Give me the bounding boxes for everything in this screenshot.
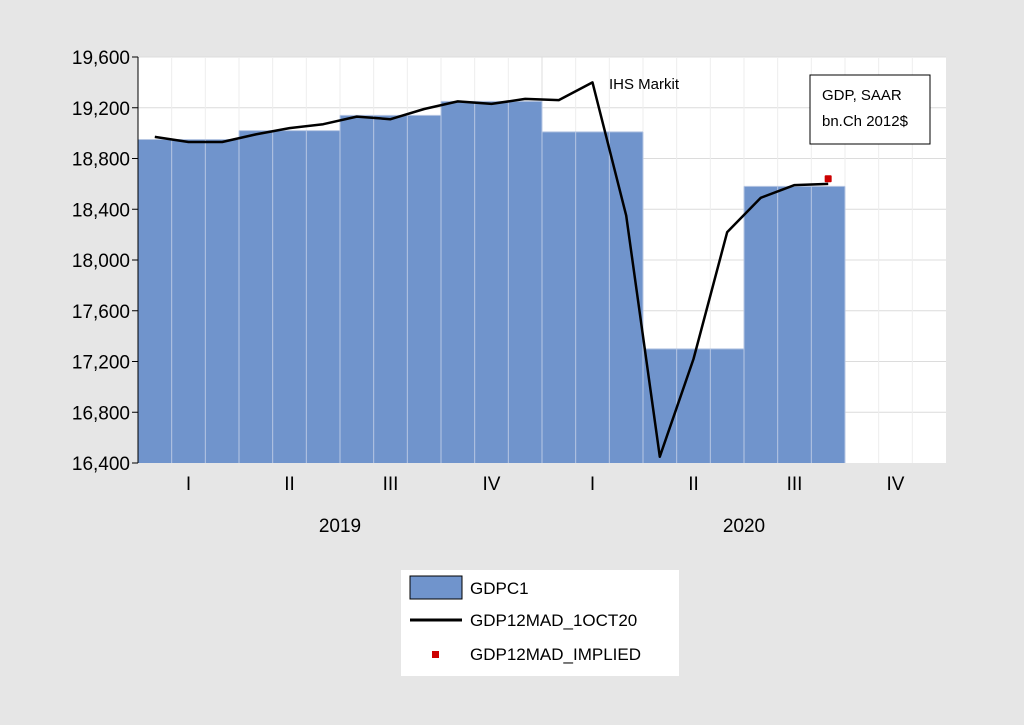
y-tick-label: 17,600 bbox=[72, 302, 130, 323]
y-tick-label: 18,000 bbox=[72, 251, 130, 272]
bar-gdpc1 bbox=[441, 101, 542, 463]
legend-label-point: GDP12MAD_IMPLIED bbox=[470, 645, 641, 664]
y-tick-label: 18,400 bbox=[72, 200, 130, 221]
x-tick-label: I bbox=[186, 474, 191, 495]
x-tick-label: III bbox=[787, 474, 803, 495]
ihs-markit-annotation: IHS Markit bbox=[609, 76, 680, 93]
bar-gdpc1 bbox=[744, 186, 845, 463]
bar-gdpc1 bbox=[239, 130, 340, 463]
legend-label-line: GDP12MAD_1OCT20 bbox=[470, 611, 637, 630]
bar-gdpc1 bbox=[340, 115, 441, 464]
x-tick-label: II bbox=[688, 474, 699, 495]
info-box: GDP, SAAR bn.Ch 2012$ bbox=[809, 74, 931, 145]
info-box-line-2: bn.Ch 2012$ bbox=[822, 113, 909, 130]
year-label: 2019 bbox=[319, 516, 361, 537]
info-box-line-1: GDP, SAAR bbox=[822, 87, 902, 104]
line-gdp12mad-1oct20 bbox=[154, 81, 829, 458]
bar-gdpc1 bbox=[643, 348, 744, 463]
y-tick-label: 16,400 bbox=[72, 454, 130, 475]
x-tick-label: IV bbox=[483, 474, 501, 495]
y-tick-label: 19,200 bbox=[72, 99, 130, 120]
x-tick-label: I bbox=[590, 474, 595, 495]
info-box-frame bbox=[809, 74, 931, 145]
x-tick-label: III bbox=[383, 474, 399, 495]
legend-label-gdpc1: GDPC1 bbox=[470, 579, 529, 598]
y-tick-label: 18,800 bbox=[72, 150, 130, 171]
legend-swatch-point bbox=[432, 651, 439, 658]
line-series bbox=[154, 81, 829, 458]
bar-gdpc1 bbox=[542, 131, 643, 463]
x-tick-label: IV bbox=[887, 474, 905, 495]
y-tick-label: 17,200 bbox=[72, 353, 130, 374]
bar-series bbox=[137, 100, 846, 464]
y-tick-label: 19,600 bbox=[72, 48, 130, 69]
bar-gdpc1 bbox=[138, 139, 239, 463]
y-tick-label: 16,800 bbox=[72, 403, 130, 424]
year-label: 2020 bbox=[723, 516, 765, 537]
point-series bbox=[824, 175, 832, 183]
y-axis: 16,400 16,800 17,200 17,600 18,000 18,400 18,8… bbox=[72, 48, 139, 475]
x-tick-label: II bbox=[284, 474, 295, 495]
point-gdp12mad-implied bbox=[824, 175, 832, 183]
legend-swatch-gdpc1 bbox=[409, 575, 463, 600]
legend: GDPC1 GDP12MAD_1OCT20 GDP12MAD_IMPLIED bbox=[401, 570, 679, 676]
